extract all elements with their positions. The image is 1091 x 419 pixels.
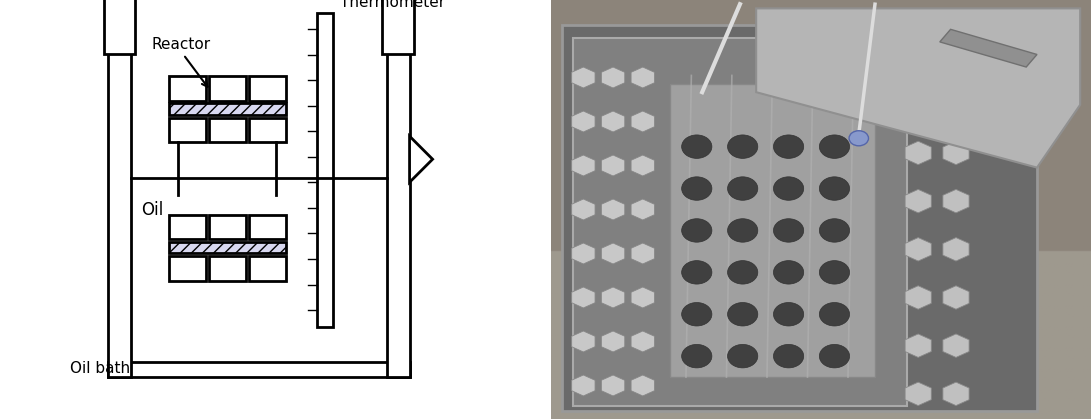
Bar	[249, 76, 286, 101]
Polygon shape	[601, 199, 625, 220]
Polygon shape	[572, 155, 595, 176]
Circle shape	[819, 344, 850, 368]
Circle shape	[774, 303, 804, 326]
Polygon shape	[601, 67, 625, 88]
Polygon shape	[906, 286, 932, 309]
Polygon shape	[409, 136, 433, 182]
Polygon shape	[943, 334, 969, 357]
Polygon shape	[906, 141, 932, 165]
Polygon shape	[631, 111, 655, 132]
Bar	[208, 215, 245, 239]
Circle shape	[728, 344, 758, 368]
Polygon shape	[906, 238, 932, 261]
Bar	[169, 242, 286, 253]
Circle shape	[728, 219, 758, 242]
Polygon shape	[601, 375, 625, 396]
Text: Reactor: Reactor	[152, 37, 211, 52]
Polygon shape	[943, 189, 969, 213]
Circle shape	[819, 177, 850, 200]
Bar	[169, 118, 206, 142]
Polygon shape	[943, 238, 969, 261]
Bar	[169, 256, 206, 281]
Bar	[317, 13, 333, 327]
Polygon shape	[601, 243, 625, 264]
Polygon shape	[572, 243, 595, 264]
Bar	[169, 215, 206, 239]
Bar	[249, 215, 286, 239]
Polygon shape	[572, 287, 595, 308]
Bar	[169, 103, 286, 115]
Circle shape	[774, 135, 804, 158]
Bar	[169, 76, 206, 101]
Bar	[249, 118, 286, 142]
Circle shape	[819, 261, 850, 284]
Polygon shape	[756, 8, 1080, 168]
Polygon shape	[572, 67, 595, 88]
Polygon shape	[601, 155, 625, 176]
Polygon shape	[631, 375, 655, 396]
Polygon shape	[906, 93, 932, 116]
Bar	[208, 256, 245, 281]
Polygon shape	[572, 199, 595, 220]
Bar	[386, 34, 409, 377]
Polygon shape	[631, 331, 655, 352]
Polygon shape	[943, 286, 969, 309]
Bar	[562, 25, 1036, 411]
Polygon shape	[601, 331, 625, 352]
Polygon shape	[631, 287, 655, 308]
Polygon shape	[631, 243, 655, 264]
Polygon shape	[601, 111, 625, 132]
Bar	[104, 0, 135, 54]
Polygon shape	[943, 93, 969, 116]
Polygon shape	[572, 331, 595, 352]
Circle shape	[774, 219, 804, 242]
Bar	[208, 76, 245, 101]
Circle shape	[728, 303, 758, 326]
Text: Thermometer: Thermometer	[339, 0, 445, 10]
Bar	[670, 84, 875, 377]
Circle shape	[774, 261, 804, 284]
Polygon shape	[631, 199, 655, 220]
Bar	[208, 118, 245, 142]
Polygon shape	[939, 29, 1036, 67]
Circle shape	[728, 135, 758, 158]
Bar	[108, 34, 131, 377]
Circle shape	[774, 344, 804, 368]
Circle shape	[849, 131, 868, 146]
Polygon shape	[906, 189, 932, 213]
Bar	[573, 38, 908, 406]
Polygon shape	[601, 287, 625, 308]
Polygon shape	[943, 141, 969, 165]
Polygon shape	[631, 155, 655, 176]
Text: Oil bath: Oil bath	[70, 361, 130, 376]
Polygon shape	[572, 111, 595, 132]
Circle shape	[728, 261, 758, 284]
Circle shape	[682, 219, 712, 242]
Bar	[249, 256, 286, 281]
Polygon shape	[906, 334, 932, 357]
Circle shape	[682, 135, 712, 158]
Polygon shape	[631, 67, 655, 88]
Bar	[108, 362, 409, 377]
Polygon shape	[572, 375, 595, 396]
Bar	[382, 0, 413, 54]
Circle shape	[819, 303, 850, 326]
Polygon shape	[906, 382, 932, 406]
Circle shape	[774, 177, 804, 200]
Circle shape	[682, 177, 712, 200]
Circle shape	[819, 219, 850, 242]
Circle shape	[728, 177, 758, 200]
Circle shape	[682, 261, 712, 284]
Text: Oil: Oil	[142, 201, 164, 218]
Circle shape	[682, 344, 712, 368]
Circle shape	[819, 135, 850, 158]
Polygon shape	[943, 382, 969, 406]
Circle shape	[682, 303, 712, 326]
